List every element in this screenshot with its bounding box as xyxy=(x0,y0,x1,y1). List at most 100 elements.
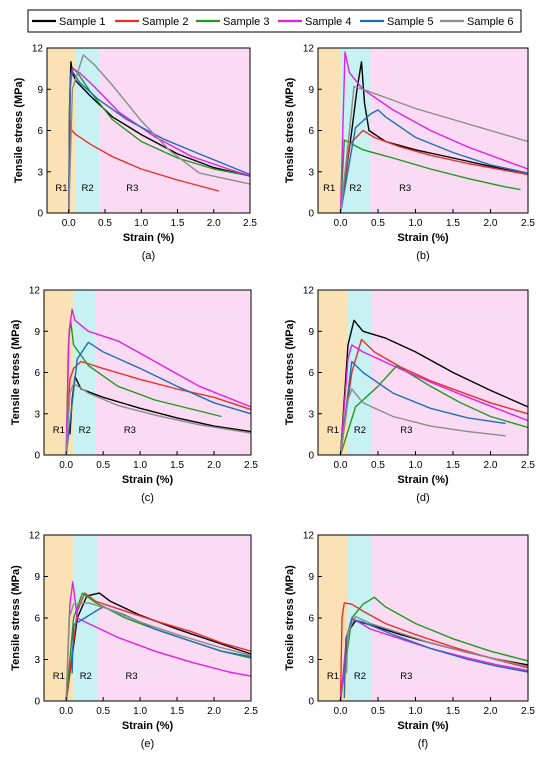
panel-label: (b) xyxy=(416,250,429,262)
series-line-6 xyxy=(339,388,506,456)
x-tick-label-1: 0.5 xyxy=(371,706,385,717)
x-tick-label-4: 2.0 xyxy=(484,218,498,229)
x-tick-label-0: 0.0 xyxy=(62,218,76,229)
series-line-4 xyxy=(339,344,529,456)
region-label-r2: R2 xyxy=(82,183,94,194)
y-axis-title: Tensile stress (MPa) xyxy=(284,77,296,183)
y-tick-label-2: 6 xyxy=(34,614,40,625)
x-tick-label-0: 0.0 xyxy=(59,460,73,471)
y-tick-label-3: 9 xyxy=(308,572,314,583)
series-line-6 xyxy=(345,615,529,674)
legend-label-2: Sample 2 xyxy=(142,16,188,28)
y-tick-label-2: 6 xyxy=(37,126,43,137)
x-tick-label-1: 0.5 xyxy=(96,706,110,717)
region-label-r3: R3 xyxy=(400,671,412,682)
region-label-r3: R3 xyxy=(126,671,138,682)
region-label-r1: R1 xyxy=(327,425,339,436)
series-line-5 xyxy=(339,360,506,456)
y-tick-label-3: 9 xyxy=(37,85,43,96)
x-tick-label-5: 2.5 xyxy=(244,706,258,717)
region-label-r2: R2 xyxy=(80,671,92,682)
region-label-r2: R2 xyxy=(354,671,366,682)
y-tick-label-3: 9 xyxy=(308,85,314,96)
x-tick-label-5: 2.5 xyxy=(521,460,535,471)
x-tick-label-5: 2.5 xyxy=(521,218,535,229)
region-label-r2: R2 xyxy=(349,183,361,194)
series-line-6 xyxy=(68,54,251,214)
panel-f: 0.0 0.5 1.0 1.5 2.0 2.5 0 3 6 9 12 R1 R2 R3 Strain (%)… xyxy=(284,531,535,751)
y-tick-label-1: 3 xyxy=(34,655,40,666)
series-line-4 xyxy=(68,67,251,214)
region-label-r3: R3 xyxy=(400,425,412,436)
x-tick-label-3: 1.5 xyxy=(171,218,185,229)
region-r2 xyxy=(76,48,100,213)
y-axis-title: Tensile stress (MPa) xyxy=(10,319,22,425)
x-tick-label-3: 1.5 xyxy=(446,706,460,717)
series-line-4 xyxy=(339,51,529,214)
series-line-2 xyxy=(339,338,529,456)
series-line-5 xyxy=(68,70,251,214)
series-line-2 xyxy=(339,602,529,702)
series-line-4 xyxy=(65,308,252,456)
x-tick-label-1: 0.5 xyxy=(98,218,112,229)
y-tick-label-2: 6 xyxy=(308,368,314,379)
x-tick-label-0: 0.0 xyxy=(334,460,348,471)
x-tick-label-1: 0.5 xyxy=(371,460,385,471)
y-tick-label-1: 3 xyxy=(37,167,43,178)
panels: 0.0 0.5 1.0 1.5 2.0 2.5 0 3 6 9 12 R1 R2 R3 Strain (%)… xyxy=(10,44,535,751)
panel-b: 0.0 0.5 1.0 1.5 2.0 2.5 0 3 6 9 12 R1 R2 R3 Strain (%)… xyxy=(284,44,535,263)
panel-label: (a) xyxy=(142,250,155,262)
region-r3 xyxy=(372,535,528,701)
y-tick-label-2: 6 xyxy=(308,126,314,137)
series-line-1 xyxy=(339,319,529,456)
series-line-3 xyxy=(339,139,521,214)
x-axis-title: Strain (%) xyxy=(397,232,449,244)
legend: Sample 1 Sample 2 Sample 3 Sample 4 Sample 5… xyxy=(27,9,522,33)
x-tick-label-5: 2.5 xyxy=(521,706,535,717)
x-axis-title: Strain (%) xyxy=(397,720,449,732)
x-tick-label-1: 0.5 xyxy=(371,218,385,229)
y-tick-label-0: 0 xyxy=(308,209,314,220)
series-line-6 xyxy=(339,85,529,214)
y-tick-label-0: 0 xyxy=(308,697,314,708)
region-label-r2: R2 xyxy=(79,425,91,436)
x-tick-label-2: 1.0 xyxy=(134,218,148,229)
y-tick-label-0: 0 xyxy=(34,697,40,708)
region-label-r1: R1 xyxy=(327,671,339,682)
x-tick-label-2: 1.0 xyxy=(133,706,147,717)
region-r1 xyxy=(318,48,341,213)
region-label-r3: R3 xyxy=(124,425,136,436)
y-tick-label-0: 0 xyxy=(308,451,314,462)
panel-c: 0.0 0.5 1.0 1.5 2.0 2.5 0 3 6 9 12 R1 R2 R3 Strain (%)… xyxy=(10,286,258,505)
y-tick-label-2: 6 xyxy=(308,614,314,625)
y-tick-label-4: 12 xyxy=(32,44,44,55)
y-tick-label-3: 9 xyxy=(34,572,40,583)
legend-label-4: Sample 4 xyxy=(305,16,351,28)
series-line-3 xyxy=(339,596,529,702)
region-r3 xyxy=(97,535,251,701)
series-line-1 xyxy=(65,592,252,702)
y-tick-label-3: 9 xyxy=(34,327,40,338)
y-axis-title: Tensile stress (MPa) xyxy=(284,565,296,671)
legend-frame xyxy=(27,9,522,33)
panel-label: (e) xyxy=(141,738,154,750)
y-tick-label-1: 3 xyxy=(308,167,314,178)
panel-a: 0.0 0.5 1.0 1.5 2.0 2.5 0 3 6 9 12 R1 R2 R3 Strain (%)… xyxy=(13,44,257,263)
y-tick-label-1: 3 xyxy=(308,655,314,666)
y-axis-title: Tensile stress (MPa) xyxy=(10,565,22,671)
panel-label: (d) xyxy=(416,492,429,504)
x-tick-label-4: 2.0 xyxy=(207,706,221,717)
y-tick-label-4: 12 xyxy=(303,531,315,542)
series-line-5 xyxy=(65,341,252,456)
legend-label-3: Sample 3 xyxy=(223,16,269,28)
series-line-6 xyxy=(65,602,252,702)
region-r3 xyxy=(99,48,250,213)
x-axis-title: Strain (%) xyxy=(122,474,174,486)
region-label-r1: R1 xyxy=(53,425,65,436)
panel-e: 0.0 0.5 1.0 1.5 2.0 2.5 0 3 6 9 12 R1 R2 R3 Strain (%)… xyxy=(10,531,258,751)
y-tick-label-4: 12 xyxy=(29,286,41,297)
x-tick-label-4: 2.0 xyxy=(484,460,498,471)
region-label-r3: R3 xyxy=(126,183,138,194)
region-label-r2: R2 xyxy=(354,425,366,436)
y-axis-title: Tensile stress (MPa) xyxy=(13,77,25,183)
